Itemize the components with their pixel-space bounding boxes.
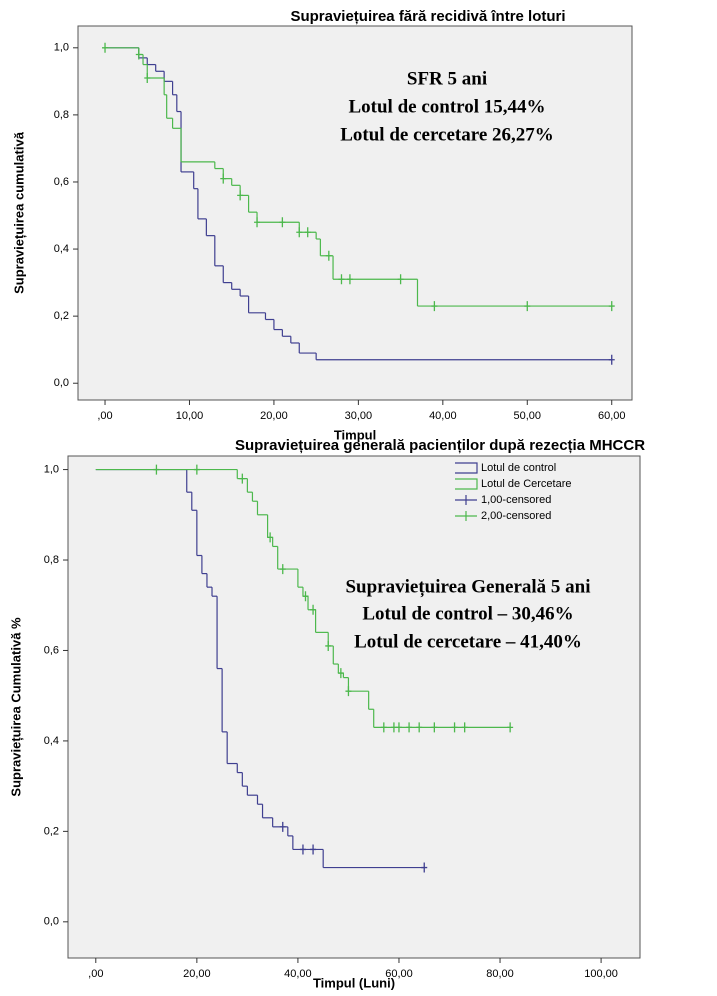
censor-mark bbox=[144, 72, 151, 83]
y-tick-label: 1,0 bbox=[44, 463, 59, 475]
chart-title: Supraviețuirea fără recidivă între lotur… bbox=[290, 8, 565, 25]
y-tick-label: 0,6 bbox=[44, 644, 59, 656]
censor-mark bbox=[390, 722, 397, 733]
censor-mark bbox=[254, 217, 261, 228]
legend-symbol bbox=[455, 478, 478, 490]
annotation: Lotul de cercetare 26,27% bbox=[340, 124, 554, 145]
y-tick-label: 0,8 bbox=[44, 554, 59, 566]
annotation: SFR 5 ani bbox=[407, 68, 487, 89]
legend-symbol bbox=[455, 511, 477, 521]
annotation: Lotul de control 15,44% bbox=[348, 96, 545, 117]
censor-mark bbox=[304, 227, 311, 238]
annotation: Lotul de control – 30,46% bbox=[362, 603, 573, 624]
annotation: Supraviețuirea Generală 5 ani bbox=[345, 576, 590, 597]
censor-mark bbox=[431, 722, 438, 733]
censor-mark bbox=[325, 640, 332, 651]
censor-mark bbox=[451, 722, 458, 733]
censor-mark bbox=[608, 354, 615, 365]
y-tick-label: 0,2 bbox=[54, 310, 69, 322]
legend-label: Lotul de Cercetare bbox=[481, 478, 572, 490]
x-tick-label: 80,00 bbox=[486, 968, 514, 980]
y-axis-label: Supraviețuirea cumulativă bbox=[11, 131, 26, 294]
censor-mark bbox=[337, 668, 344, 679]
censor-mark bbox=[406, 722, 413, 733]
censor-mark bbox=[310, 604, 317, 615]
legend-symbol bbox=[455, 495, 477, 505]
censor-mark bbox=[279, 821, 286, 832]
censor-mark bbox=[153, 464, 160, 475]
x-tick-label: 20,00 bbox=[183, 968, 211, 980]
series bbox=[153, 464, 514, 733]
censor-mark bbox=[608, 301, 615, 312]
plot-area bbox=[67, 455, 641, 959]
y-tick-label: 0,0 bbox=[54, 377, 69, 389]
censor-mark bbox=[431, 301, 438, 312]
x-tick-label: 30,00 bbox=[345, 410, 373, 422]
legend-label: Lotul de control bbox=[481, 462, 556, 474]
censor-mark bbox=[380, 722, 387, 733]
x-axis-label: Timpul (Luni) bbox=[313, 975, 395, 990]
censor-mark bbox=[310, 844, 317, 855]
x-tick-label: 50,00 bbox=[514, 410, 542, 422]
x-tick-label: 40,00 bbox=[429, 410, 457, 422]
censor-mark bbox=[345, 686, 352, 697]
censor-mark bbox=[507, 722, 514, 733]
y-axis-label: Supraviețuirea Cumulativă % bbox=[8, 617, 23, 797]
censor-mark bbox=[302, 591, 309, 602]
censor-mark bbox=[267, 532, 274, 543]
x-axis-label: Timpul bbox=[334, 427, 376, 442]
censor-mark bbox=[279, 564, 286, 575]
x-tick-label: ,00 bbox=[97, 410, 112, 422]
series bbox=[608, 354, 615, 365]
censor-mark bbox=[237, 190, 244, 201]
series bbox=[102, 42, 615, 312]
chart-title: Supraviețuirea generală pacienților după… bbox=[235, 437, 645, 454]
censor-mark bbox=[395, 722, 402, 733]
x-tick-label: 100,00 bbox=[584, 968, 618, 980]
y-tick-label: 0,4 bbox=[54, 243, 69, 255]
x-tick-label: 60,00 bbox=[385, 968, 413, 980]
legend-label: 2,00-censored bbox=[481, 510, 551, 522]
plot-area bbox=[77, 25, 633, 401]
annotation: Lotul de cercetare – 41,40% bbox=[354, 631, 582, 652]
legend-symbol bbox=[455, 462, 478, 474]
y-tick-label: 0,2 bbox=[44, 825, 59, 837]
x-tick-label: 10,00 bbox=[176, 410, 204, 422]
censor-mark bbox=[299, 844, 306, 855]
censor-mark bbox=[193, 464, 200, 475]
censor-mark bbox=[296, 227, 303, 238]
censor-mark bbox=[421, 862, 428, 873]
censor-mark bbox=[135, 49, 142, 60]
censor-mark bbox=[102, 42, 109, 53]
y-tick-label: 0,6 bbox=[54, 176, 69, 188]
censor-mark bbox=[239, 473, 246, 484]
y-tick-label: 0,0 bbox=[44, 916, 59, 928]
x-tick-label: ,00 bbox=[88, 968, 103, 980]
censor-mark bbox=[397, 274, 404, 285]
x-tick-label: 40,00 bbox=[284, 968, 312, 980]
censor-mark bbox=[220, 173, 227, 184]
x-tick-label: 20,00 bbox=[260, 410, 288, 422]
censor-mark bbox=[325, 250, 332, 261]
censor-mark bbox=[338, 274, 345, 285]
y-tick-label: 0,4 bbox=[44, 735, 59, 747]
censor-mark bbox=[416, 722, 423, 733]
censor-mark bbox=[461, 722, 468, 733]
censor-mark bbox=[524, 301, 531, 312]
censor-mark bbox=[346, 274, 353, 285]
legend-label: 1,00-censored bbox=[481, 494, 551, 506]
y-tick-label: 0,8 bbox=[54, 109, 69, 121]
x-tick-label: 60,00 bbox=[598, 410, 626, 422]
y-tick-label: 1,0 bbox=[54, 42, 69, 54]
series bbox=[279, 821, 428, 873]
censor-mark bbox=[279, 217, 286, 228]
